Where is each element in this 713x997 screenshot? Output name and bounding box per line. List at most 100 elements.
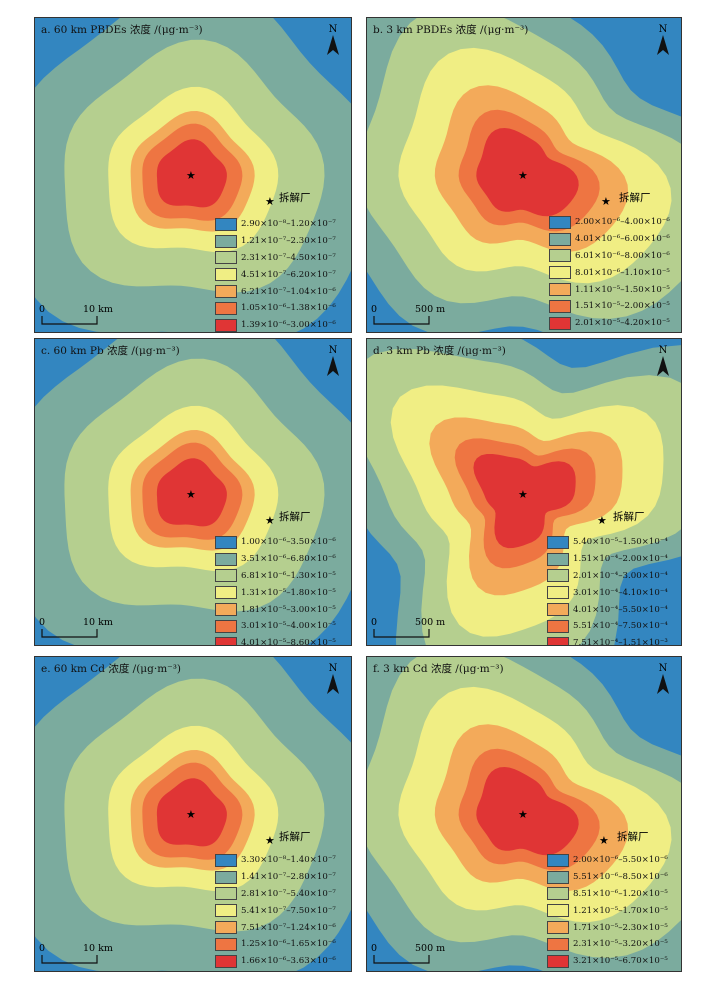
panel-title: a. 60 km PBDEs 浓度 /(μg·m⁻³) bbox=[41, 24, 203, 36]
legend-swatch bbox=[215, 301, 237, 315]
panel-title: d. 3 km Pb 浓度 /(μg·m⁻³) bbox=[373, 345, 506, 357]
legend: 2.90×10⁻⁸–1.20×10⁻⁷ 1.21×10⁻⁷–2.30×10⁻⁷ 2.… bbox=[215, 216, 336, 332]
contour-band-7 bbox=[156, 778, 227, 847]
legend-range-label: 2.90×10⁻⁸–1.20×10⁻⁷ bbox=[241, 219, 336, 230]
legend-item: 2.31×10⁻⁷–4.50×10⁻⁷ bbox=[215, 250, 336, 267]
legend-item: 1.25×10⁻⁶–1.65×10⁻⁶ bbox=[215, 936, 336, 953]
legend-range-label: 1.51×10⁻⁴–2.00×10⁻⁴ bbox=[573, 554, 668, 565]
legend-range-label: 4.51×10⁻⁷–6.20×10⁻⁷ bbox=[241, 269, 336, 280]
legend-item: 4.01×10⁻⁶–6.00×10⁻⁶ bbox=[549, 231, 670, 248]
legend-swatch bbox=[215, 937, 237, 951]
concentration-map bbox=[35, 339, 351, 645]
legend-item: 5.41×10⁻⁷–7.50×10⁻⁷ bbox=[215, 902, 336, 919]
legend-item: 1.05×10⁻⁶–1.38×10⁻⁶ bbox=[215, 300, 336, 317]
concentration-map bbox=[35, 657, 351, 971]
legend-range-label: 3.21×10⁻⁵–6.70×10⁻⁵ bbox=[573, 956, 668, 967]
panel-title: b. 3 km PBDEs 浓度 /(μg·m⁻³) bbox=[373, 24, 529, 36]
legend-swatch bbox=[547, 853, 569, 867]
legend-item: 6.01×10⁻⁶–8.00×10⁻⁶ bbox=[549, 248, 670, 265]
legend-swatch bbox=[547, 870, 569, 884]
legend-range-label: 4.01×10⁻⁶–6.00×10⁻⁶ bbox=[575, 234, 670, 245]
legend-swatch bbox=[549, 266, 571, 280]
scale-distance-label: 500 m bbox=[415, 943, 446, 954]
north-arrow-icon: N bbox=[323, 345, 343, 379]
legend-range-label: 4.01×10⁻⁵–8.60×10⁻⁵ bbox=[241, 638, 336, 646]
legend-range-label: 2.01×10⁻⁴–3.00×10⁻⁴ bbox=[573, 570, 668, 581]
legend-range-label: 1.31×10⁻⁵–1.80×10⁻⁵ bbox=[241, 587, 336, 598]
legend-range-label: 5.41×10⁻⁷–7.50×10⁻⁷ bbox=[241, 905, 336, 916]
legend-range-label: 4.01×10⁻⁴–5.50×10⁻⁴ bbox=[573, 604, 668, 615]
legend-range-label: 1.66×10⁻⁶–3.63×10⁻⁶ bbox=[241, 956, 336, 967]
legend-range-label: 1.21×10⁻⁷–2.30×10⁻⁷ bbox=[241, 236, 336, 247]
legend-item: 5.51×10⁻⁴–7.50×10⁻⁴ bbox=[547, 618, 668, 635]
site-star-icon: ★ bbox=[518, 169, 528, 182]
site-label: 拆解厂 bbox=[617, 831, 649, 843]
legend-item: 2.00×10⁻⁶–5.50×10⁻⁶ bbox=[547, 852, 668, 869]
legend-item: 4.51×10⁻⁷–6.20×10⁻⁷ bbox=[215, 266, 336, 283]
legend-item: 3.01×10⁻⁴–4.10×10⁻⁴ bbox=[547, 584, 668, 601]
contour-band-7 bbox=[156, 139, 227, 208]
concentration-map bbox=[367, 18, 681, 332]
site-label: 拆解厂 bbox=[619, 192, 651, 204]
legend-star-icon: ★ bbox=[599, 834, 609, 847]
legend-swatch bbox=[549, 299, 571, 313]
legend-swatch bbox=[547, 921, 569, 935]
legend-item: 1.51×10⁻⁵–2.00×10⁻⁵ bbox=[549, 298, 670, 315]
legend-star-icon: ★ bbox=[265, 195, 275, 208]
concentration-map bbox=[367, 657, 681, 971]
legend-item: 3.30×10⁻⁸–1.40×10⁻⁷ bbox=[215, 852, 336, 869]
legend-item: 6.81×10⁻⁶–1.30×10⁻⁵ bbox=[215, 568, 336, 585]
legend-swatch bbox=[215, 586, 237, 600]
legend-range-label: 8.01×10⁻⁶–1.10×10⁻⁵ bbox=[575, 267, 670, 278]
map-panel-a: a. 60 km PBDEs 浓度 /(μg·m⁻³) N ★ ★ 拆解厂 2.90×1… bbox=[34, 17, 352, 333]
legend-range-label: 5.51×10⁻⁶–8.50×10⁻⁶ bbox=[573, 872, 668, 883]
legend-range-label: 6.01×10⁻⁶–8.00×10⁻⁶ bbox=[575, 250, 670, 261]
legend-range-label: 3.01×10⁻⁵–4.00×10⁻⁵ bbox=[241, 621, 336, 632]
legend-range-label: 1.81×10⁻⁵–3.00×10⁻⁵ bbox=[241, 604, 336, 615]
legend-swatch bbox=[215, 552, 237, 566]
legend-swatch bbox=[215, 904, 237, 918]
legend-swatch bbox=[215, 853, 237, 867]
site-label: 拆解厂 bbox=[613, 511, 645, 523]
legend-swatch bbox=[547, 603, 569, 617]
legend-swatch bbox=[215, 318, 237, 332]
legend-range-label: 1.11×10⁻⁵–1.50×10⁻⁵ bbox=[575, 284, 670, 295]
legend-item: 1.66×10⁻⁶–3.63×10⁻⁶ bbox=[215, 953, 336, 970]
scale-bar: 0 10 km bbox=[39, 617, 113, 643]
contour-band-7 bbox=[156, 458, 227, 527]
legend-swatch bbox=[547, 619, 569, 633]
legend-item: 1.11×10⁻⁵–1.50×10⁻⁵ bbox=[549, 281, 670, 298]
legend-star-icon: ★ bbox=[265, 834, 275, 847]
legend-item: 1.21×10⁻⁷–2.30×10⁻⁷ bbox=[215, 233, 336, 250]
scale-distance-label: 10 km bbox=[83, 617, 113, 628]
legend-range-label: 2.00×10⁻⁶–4.00×10⁻⁶ bbox=[575, 217, 670, 228]
legend-swatch bbox=[547, 904, 569, 918]
legend-item: 1.39×10⁻⁶–3.00×10⁻⁶ bbox=[215, 317, 336, 332]
legend-swatch bbox=[215, 870, 237, 884]
legend-range-label: 6.81×10⁻⁶–1.30×10⁻⁵ bbox=[241, 570, 336, 581]
legend-range-label: 5.40×10⁻⁵–1.50×10⁻⁴ bbox=[573, 537, 668, 548]
scale-distance-label: 500 m bbox=[415, 617, 446, 628]
legend-item: 2.00×10⁻⁶–4.00×10⁻⁶ bbox=[549, 214, 670, 231]
legend-swatch bbox=[547, 569, 569, 583]
north-letter: N bbox=[658, 345, 668, 356]
north-letter: N bbox=[328, 24, 338, 35]
legend-item: 7.51×10⁻⁷–1.24×10⁻⁶ bbox=[215, 919, 336, 936]
north-letter: N bbox=[658, 24, 668, 35]
site-star-icon: ★ bbox=[186, 488, 196, 501]
concentration-map bbox=[367, 339, 681, 645]
scale-distance-label: 500 m bbox=[415, 304, 446, 315]
scale-bar: 0 500 m bbox=[371, 943, 446, 969]
scale-bar: 0 500 m bbox=[371, 617, 446, 643]
legend-item: 2.31×10⁻⁵–3.20×10⁻⁵ bbox=[547, 936, 668, 953]
site-star-icon: ★ bbox=[186, 808, 196, 821]
contour-band-7 bbox=[476, 767, 579, 856]
map-panel-f: f. 3 km Cd 浓度 /(μg·m⁻³) N ★ ★ 拆解厂 2.00×10⁻⁶–… bbox=[366, 656, 682, 972]
site-star-icon: ★ bbox=[518, 808, 528, 821]
legend-range-label: 3.51×10⁻⁶–6.80×10⁻⁶ bbox=[241, 554, 336, 565]
legend-item: 3.21×10⁻⁵–6.70×10⁻⁵ bbox=[547, 953, 668, 970]
legend-item: 1.71×10⁻⁵–2.30×10⁻⁵ bbox=[547, 919, 668, 936]
north-arrow-icon: N bbox=[653, 24, 673, 58]
legend-swatch bbox=[215, 921, 237, 935]
legend-swatch bbox=[547, 552, 569, 566]
